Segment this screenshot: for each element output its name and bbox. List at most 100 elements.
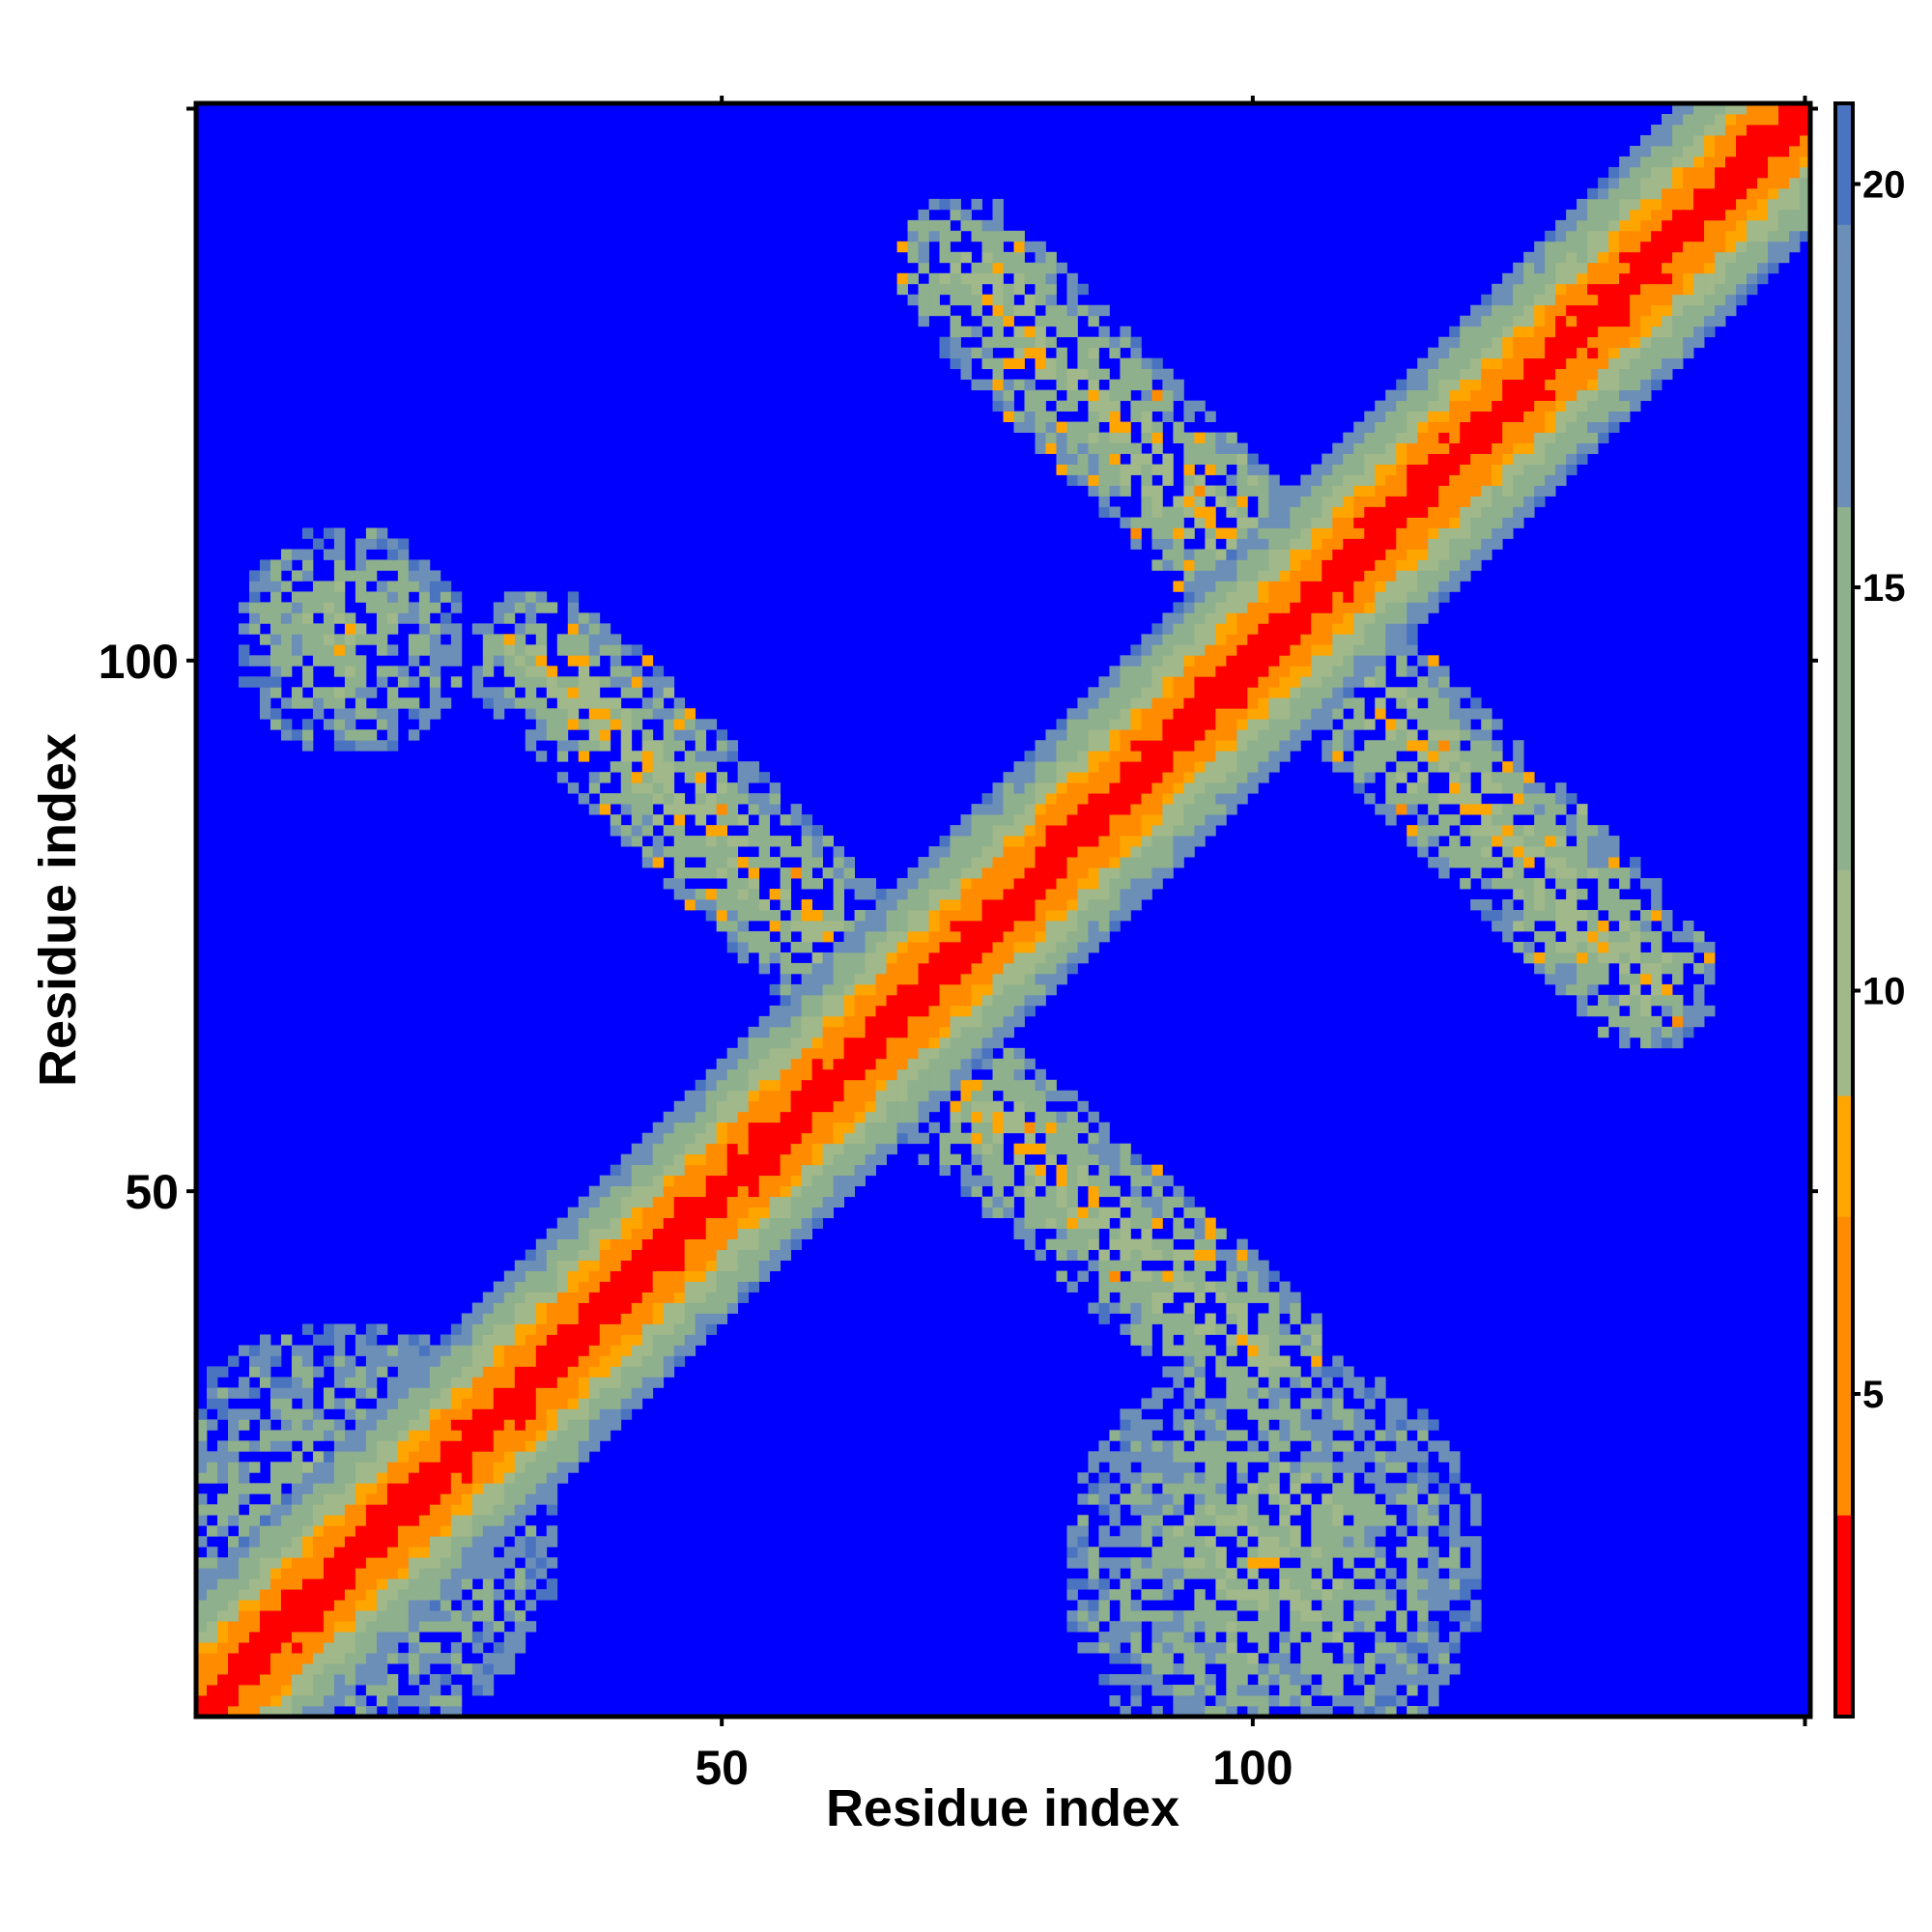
heatmap-cell xyxy=(333,1323,346,1335)
heatmap-cell xyxy=(546,708,558,720)
heatmap-cell xyxy=(1321,751,1333,762)
heatmap-cell xyxy=(1205,559,1216,571)
heatmap-cell xyxy=(1003,379,1014,391)
heatmap-cell xyxy=(1024,930,1036,943)
heatmap-cell xyxy=(525,1430,537,1441)
heatmap-cell xyxy=(503,1387,516,1399)
heatmap-cell xyxy=(843,878,855,890)
heatmap-cell xyxy=(1013,411,1025,423)
heatmap-cell xyxy=(1088,379,1099,391)
heatmap-cell xyxy=(1173,506,1184,518)
heatmap-cell xyxy=(1321,634,1333,645)
heatmap-cell xyxy=(1205,814,1216,826)
heatmap-cell xyxy=(1183,1366,1195,1378)
heatmap-cell xyxy=(1279,1323,1291,1335)
heatmap-cell xyxy=(1300,612,1312,624)
heatmap-cell xyxy=(1205,644,1216,656)
heatmap-cell xyxy=(620,761,633,773)
heatmap-cell xyxy=(312,581,325,592)
heatmap-cell xyxy=(1226,538,1237,550)
heatmap-cell xyxy=(950,1132,961,1145)
heatmap-cell xyxy=(822,1185,834,1198)
heatmap-cell xyxy=(1247,1377,1259,1388)
heatmap-cell xyxy=(1098,729,1110,741)
heatmap-cell xyxy=(833,973,844,985)
heatmap-cell xyxy=(1098,1185,1110,1198)
heatmap-cell xyxy=(928,272,940,285)
heatmap-cell xyxy=(620,1292,633,1303)
heatmap-cell xyxy=(950,994,961,1007)
heatmap-cell xyxy=(620,1260,633,1271)
heatmap-cell xyxy=(801,983,813,996)
heatmap-cell xyxy=(376,1547,388,1558)
heatmap-cell xyxy=(1247,1355,1259,1367)
heatmap-cell xyxy=(769,1132,781,1145)
heatmap-cell xyxy=(1268,1483,1280,1494)
heatmap-cell xyxy=(1151,804,1163,815)
heatmap-cell xyxy=(599,676,611,688)
heatmap-cell xyxy=(960,209,972,221)
heatmap-cell xyxy=(1077,1217,1089,1230)
heatmap-cell xyxy=(471,1451,484,1463)
heatmap-cell xyxy=(673,846,686,858)
heatmap-cell xyxy=(748,804,760,815)
heatmap-cell xyxy=(440,1621,452,1633)
heatmap-cell xyxy=(216,1578,229,1590)
heatmap-cell xyxy=(1151,1706,1163,1718)
heatmap-cell xyxy=(227,1632,240,1643)
heatmap-cell xyxy=(291,1504,303,1516)
heatmap-cell xyxy=(514,1313,526,1324)
heatmap-cell xyxy=(365,1462,378,1473)
heatmap-cell xyxy=(875,1132,887,1145)
heatmap-cell xyxy=(1013,983,1025,996)
heatmap-cell xyxy=(1226,1270,1237,1282)
heatmap-cell xyxy=(705,1249,718,1261)
heatmap-cell xyxy=(705,1292,718,1303)
heatmap-cell xyxy=(705,1207,718,1219)
heatmap-cell xyxy=(1268,485,1280,497)
heatmap-cell xyxy=(397,1568,410,1579)
heatmap-cell xyxy=(1183,1536,1195,1548)
heatmap-cell xyxy=(1173,1536,1184,1548)
heatmap-cell xyxy=(1162,1653,1174,1664)
heatmap-cell xyxy=(1003,1005,1014,1017)
heatmap-cell xyxy=(333,1430,346,1441)
heatmap-cell xyxy=(992,283,1004,296)
heatmap-cell xyxy=(1045,262,1057,274)
heatmap-cell xyxy=(450,1621,463,1633)
heatmap-cell xyxy=(960,1005,972,1017)
heatmap-cell xyxy=(259,602,271,613)
heatmap-cell xyxy=(376,1440,388,1452)
heatmap-cell xyxy=(1141,1419,1152,1431)
heatmap-cell xyxy=(695,804,707,815)
heatmap-cell xyxy=(1151,527,1163,539)
heatmap-cell xyxy=(259,1525,271,1537)
heatmap-cell xyxy=(1311,1706,1322,1718)
heatmap-cell xyxy=(482,1323,495,1335)
heatmap-cell xyxy=(1003,973,1014,985)
heatmap-cell xyxy=(1013,761,1025,773)
heatmap-cell xyxy=(365,538,378,550)
heatmap-cell xyxy=(344,1440,356,1452)
heatmap-cell xyxy=(1226,1345,1237,1356)
heatmap-cell xyxy=(1056,952,1067,964)
heatmap-cell xyxy=(822,1153,834,1166)
heatmap-cell xyxy=(1332,1355,1344,1367)
heatmap-cell xyxy=(1045,1207,1057,1219)
heatmap-cell xyxy=(386,719,399,730)
heatmap-cell xyxy=(376,1557,388,1569)
heatmap-cell xyxy=(1300,1451,1312,1463)
heatmap-cell xyxy=(673,729,686,741)
heatmap-cell xyxy=(1066,1536,1078,1548)
heatmap-cell xyxy=(280,634,293,645)
heatmap-cell xyxy=(1279,612,1291,624)
heatmap-cell xyxy=(567,719,580,730)
heatmap-cell xyxy=(503,1653,516,1664)
heatmap-cell xyxy=(960,219,972,232)
heatmap-cell xyxy=(1279,1462,1291,1473)
heatmap-cell xyxy=(1003,836,1014,847)
heatmap-cell xyxy=(1066,846,1078,858)
heatmap-cell xyxy=(1268,602,1280,613)
heatmap-cell xyxy=(875,983,887,996)
heatmap-cell xyxy=(206,1610,218,1622)
